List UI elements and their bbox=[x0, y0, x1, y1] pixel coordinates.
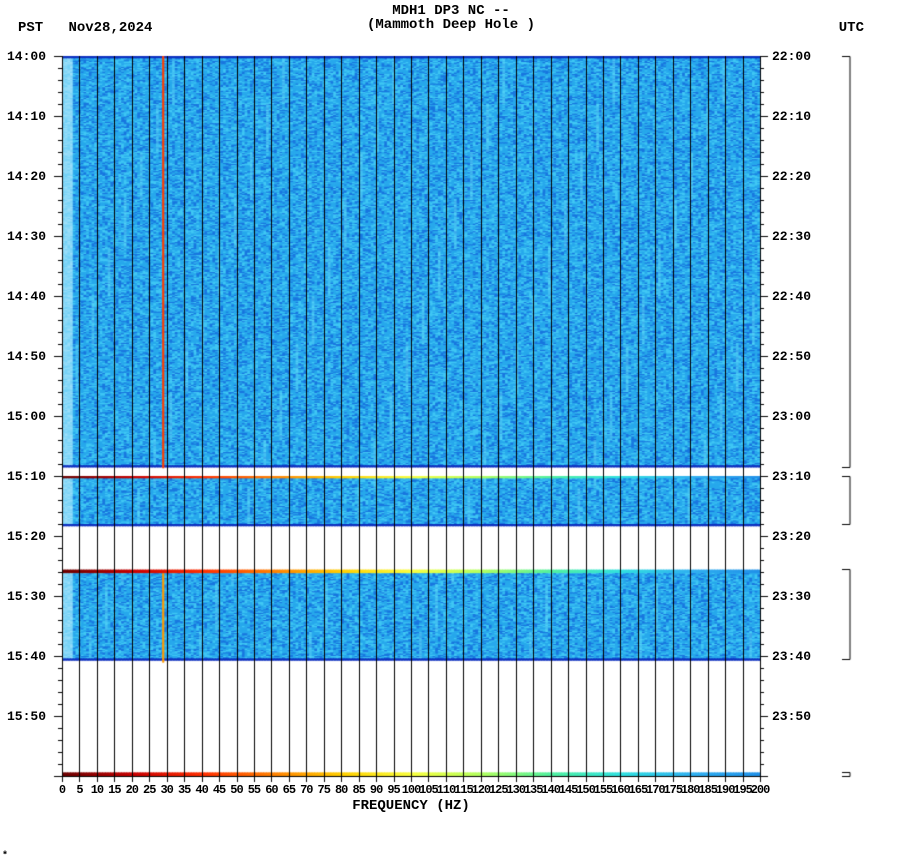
ytick-right: 23:20 bbox=[772, 530, 811, 543]
xtick: 70 bbox=[300, 784, 312, 797]
xtick: 95 bbox=[387, 784, 399, 797]
xtick: 110 bbox=[437, 784, 456, 797]
xtick: 190 bbox=[716, 784, 735, 797]
xtick: 140 bbox=[541, 784, 560, 797]
xtick: 75 bbox=[318, 784, 330, 797]
xtick: 200 bbox=[751, 784, 770, 797]
spectrogram-canvas bbox=[0, 0, 902, 864]
ytick-right: 22:20 bbox=[772, 170, 811, 183]
ytick-right: 22:40 bbox=[772, 290, 811, 303]
xtick: 60 bbox=[265, 784, 277, 797]
xtick: 35 bbox=[178, 784, 190, 797]
xtick: 85 bbox=[352, 784, 364, 797]
xtick: 120 bbox=[471, 784, 490, 797]
xtick: 135 bbox=[524, 784, 543, 797]
ytick-right: 23:10 bbox=[772, 470, 811, 483]
xtick: 125 bbox=[489, 784, 508, 797]
xtick: 65 bbox=[283, 784, 295, 797]
ytick-right: 23:40 bbox=[772, 650, 811, 663]
xtick: 195 bbox=[733, 784, 752, 797]
ytick-left: 15:00 bbox=[7, 410, 46, 423]
xtick: 55 bbox=[248, 784, 260, 797]
xtick: 40 bbox=[195, 784, 207, 797]
ytick-right: 22:10 bbox=[772, 110, 811, 123]
ytick-left: 14:00 bbox=[7, 50, 46, 63]
xtick: 115 bbox=[454, 784, 473, 797]
xtick: 165 bbox=[629, 784, 648, 797]
ytick-left: 14:50 bbox=[7, 350, 46, 363]
xtick: 5 bbox=[76, 784, 82, 797]
ytick-right: 22:30 bbox=[772, 230, 811, 243]
x-axis-title: FREQUENCY (HZ) bbox=[352, 798, 470, 814]
ytick-left: 15:50 bbox=[7, 710, 46, 723]
xtick: 30 bbox=[160, 784, 172, 797]
xtick: 170 bbox=[646, 784, 665, 797]
xtick: 150 bbox=[576, 784, 595, 797]
xtick: 175 bbox=[663, 784, 682, 797]
xtick: 185 bbox=[698, 784, 717, 797]
xtick: 80 bbox=[335, 784, 347, 797]
ytick-left: 14:20 bbox=[7, 170, 46, 183]
xtick: 155 bbox=[594, 784, 613, 797]
xtick: 180 bbox=[681, 784, 700, 797]
xtick: 130 bbox=[506, 784, 525, 797]
xtick: 0 bbox=[59, 784, 65, 797]
ytick-left: 14:30 bbox=[7, 230, 46, 243]
xtick: 100 bbox=[402, 784, 421, 797]
ytick-left: 14:10 bbox=[7, 110, 46, 123]
xtick: 90 bbox=[370, 784, 382, 797]
xtick: 15 bbox=[108, 784, 120, 797]
ytick-right: 23:30 bbox=[772, 590, 811, 603]
xtick: 160 bbox=[611, 784, 630, 797]
xtick: 50 bbox=[230, 784, 242, 797]
ytick-left: 15:40 bbox=[7, 650, 46, 663]
ytick-left: 15:20 bbox=[7, 530, 46, 543]
xtick: 105 bbox=[419, 784, 438, 797]
footnote: * bbox=[2, 851, 8, 862]
ytick-left: 15:30 bbox=[7, 590, 46, 603]
page-root: MDH1 DP3 NC -- (Mammoth Deep Hole ) PST … bbox=[0, 0, 902, 864]
xtick: 145 bbox=[559, 784, 578, 797]
ytick-right: 23:50 bbox=[772, 710, 811, 723]
ytick-right: 22:50 bbox=[772, 350, 811, 363]
xtick: 10 bbox=[91, 784, 103, 797]
xtick: 45 bbox=[213, 784, 225, 797]
ytick-left: 14:40 bbox=[7, 290, 46, 303]
xtick: 20 bbox=[126, 784, 138, 797]
ytick-right: 22:00 bbox=[772, 50, 811, 63]
ytick-right: 23:00 bbox=[772, 410, 811, 423]
ytick-left: 15:10 bbox=[7, 470, 46, 483]
xtick: 25 bbox=[143, 784, 155, 797]
